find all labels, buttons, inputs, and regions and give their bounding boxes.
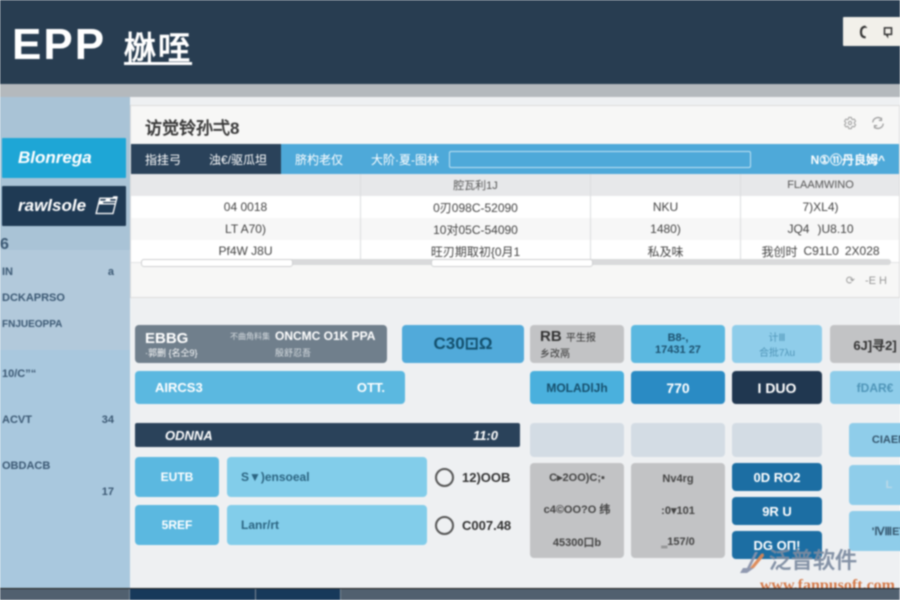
svg-text:泛普软件: 泛普软件 — [769, 548, 857, 573]
